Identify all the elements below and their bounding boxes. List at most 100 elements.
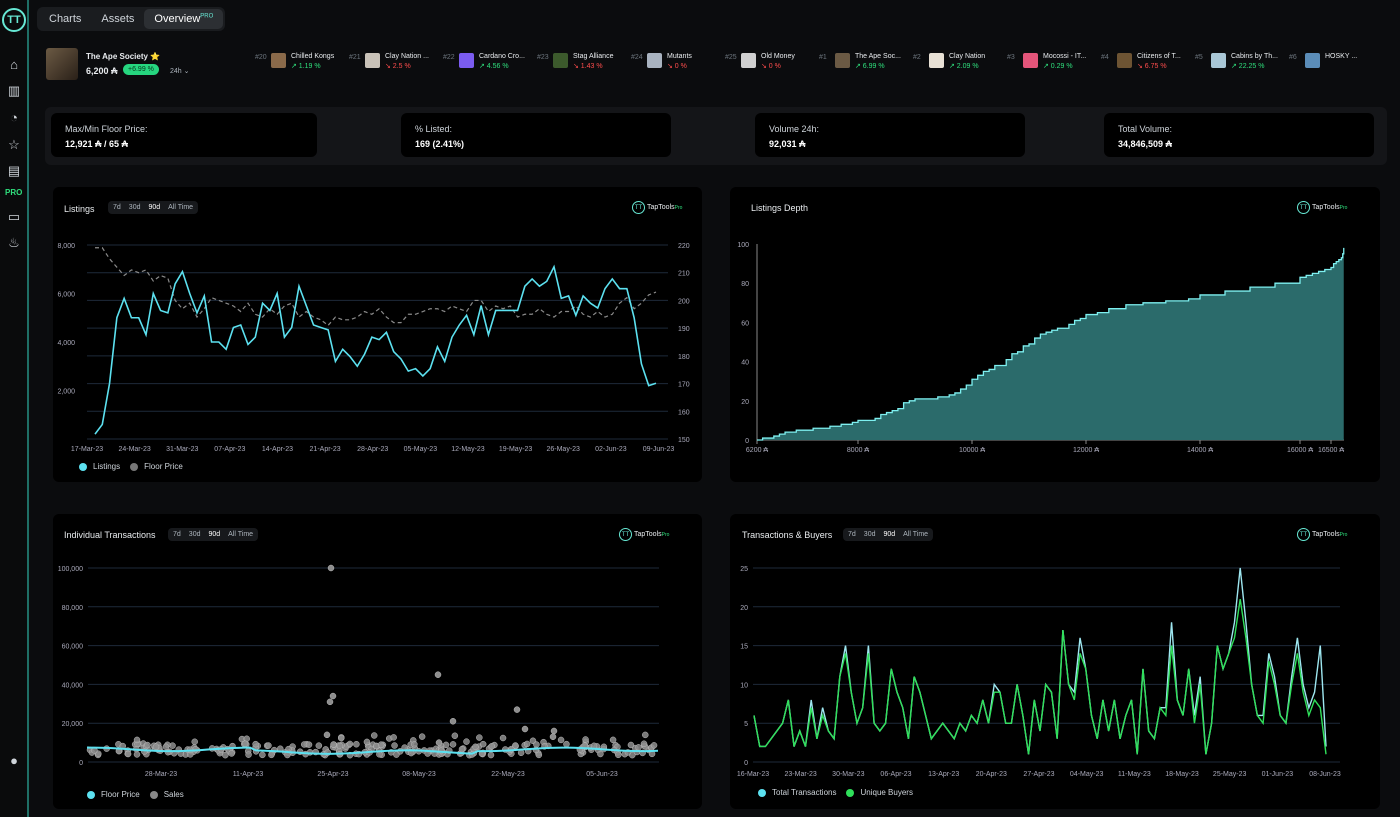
stat-label: % Listed: <box>415 124 453 134</box>
ticker-item[interactable]: #5 Cabins by Th... ↗ 22.25 % <box>1195 52 1289 74</box>
ticker-change: ↗ 1.19 % <box>291 63 321 70</box>
y-tick-label: 2,000 <box>57 389 75 396</box>
sale-point <box>245 751 252 758</box>
sale-point <box>550 727 558 735</box>
tab-overview[interactable]: OverviewPRO <box>144 9 224 29</box>
range-90d[interactable]: 90d <box>883 531 896 538</box>
sale-point <box>435 739 443 746</box>
sale-point <box>326 698 334 706</box>
sale-point <box>650 742 658 749</box>
ticker-item[interactable]: #20 Chilled Kongs ↗ 1.19 % <box>255 52 349 74</box>
y-tick-label: 4,000 <box>57 340 75 347</box>
range-all-time[interactable]: All Time <box>168 204 194 211</box>
sale-point <box>479 740 487 748</box>
range-30d[interactable]: 30d <box>863 531 876 538</box>
x-tick-label: 01-Jun-23 <box>1262 771 1294 778</box>
wallet-icon[interactable]: ▭ <box>7 209 21 224</box>
range-90d[interactable]: 90d <box>148 204 161 211</box>
collection-change-badge: +6.99 % <box>123 64 159 75</box>
legend-dot-buyers <box>846 788 855 797</box>
x-tick-label: 25-May-23 <box>1213 771 1247 778</box>
range-7d[interactable]: 7d <box>173 531 181 538</box>
legend-dot-floor <box>130 462 139 471</box>
x-tick-label: 16500 ₳ <box>1318 447 1344 454</box>
panel-title: Individual Transactions <box>64 530 156 540</box>
y-tick-label: 20 <box>740 605 748 612</box>
tab-assets[interactable]: Assets <box>101 13 135 25</box>
star-icon[interactable]: ☆ <box>8 137 20 152</box>
chart-icon[interactable]: ▥ <box>7 83 21 98</box>
ticker-item[interactable]: #24 Mutants ↘ 0 % <box>631 52 725 74</box>
sale-point <box>411 741 418 748</box>
brand-name: TapTools <box>1312 204 1340 211</box>
brand-name: TapTools <box>634 531 662 538</box>
taptools-brand: TT TapTools Pro <box>1297 201 1347 214</box>
period-selector[interactable]: 24h ⌄ <box>170 68 190 75</box>
ticker-name: HOSKY ... <box>1325 53 1358 60</box>
sale-point <box>133 736 141 744</box>
ticker-rank: #1 <box>819 54 827 61</box>
floor-price-line <box>95 247 657 327</box>
ticker-rank: #4 <box>1101 54 1109 61</box>
ticker-thumbnail <box>1023 53 1038 68</box>
range-7d[interactable]: 7d <box>113 204 121 211</box>
tab-charts[interactable]: Charts <box>49 13 82 25</box>
ticker-change: ↘ 0 % <box>761 63 781 70</box>
ticker-item[interactable]: #2 Clay Nation ↗ 2.09 % <box>913 52 1007 74</box>
x-tick-label: 31-Mar-23 <box>166 446 198 453</box>
range-all-time[interactable]: All Time <box>228 531 254 538</box>
transactions-buyers-panel: Transactions & Buyers 7d 30d 90d All Tim… <box>730 514 1380 809</box>
taptools-logo-icon[interactable]: TT <box>2 8 26 32</box>
stat-listed: % Listed: 169 (2.41%) <box>401 113 671 157</box>
sale-point <box>642 731 649 739</box>
ticker-item[interactable]: #22 Cardano Cro... ↗ 4.56 % <box>443 52 537 74</box>
news-icon[interactable]: ▤ <box>7 163 21 178</box>
sale-point <box>523 740 531 748</box>
range-7d[interactable]: 7d <box>848 531 856 538</box>
range-90d[interactable]: 90d <box>208 531 221 538</box>
sale-point <box>353 740 360 748</box>
y2-tick-label: 160 <box>678 409 690 416</box>
stat-total-volume: Total Volume: 34,846,509 ₳ <box>1104 113 1374 157</box>
x-tick-label: 12000 ₳ <box>1073 447 1099 454</box>
ticker-thumbnail <box>1117 53 1132 68</box>
ticker-change: ↘ 0 % <box>667 63 687 70</box>
taptools-icon: TT <box>1297 201 1310 214</box>
ticker-item[interactable]: #25 Old Money ↘ 0 % <box>725 52 819 74</box>
x-tick-label: 17-Mar-23 <box>71 446 103 453</box>
depth-area <box>757 247 1344 440</box>
tab-overview-label: Overview <box>154 13 201 25</box>
sale-point <box>370 732 378 739</box>
ticker-item[interactable]: #1 The Ape Soc... ↗ 6.99 % <box>819 52 913 74</box>
fire-icon[interactable]: ♨ <box>8 235 20 250</box>
ticker-item[interactable]: #4 Citizens of T... ↘ 6.75 % <box>1101 52 1195 74</box>
ticker-item[interactable]: #21 Clay Nation ... ↘ 2.5 % <box>349 52 443 74</box>
y-tick-label: 80 <box>741 281 749 288</box>
ticker-thumbnail <box>741 53 756 68</box>
ticker-item[interactable]: #3 Mocossi - IT... ↗ 0.29 % <box>1007 52 1101 74</box>
stat-label: Total Volume: <box>1118 124 1173 134</box>
ticker-thumbnail <box>929 53 944 68</box>
sale-point <box>377 741 385 748</box>
ticker-item[interactable]: #6 HOSKY ... <box>1289 52 1383 74</box>
range-30d[interactable]: 30d <box>128 204 141 211</box>
range-30d[interactable]: 30d <box>188 531 201 538</box>
range-all-time[interactable]: All Time <box>903 531 929 538</box>
sale-point <box>513 706 521 713</box>
top-nav: Charts Assets OverviewPRO <box>37 7 226 31</box>
x-tick-label: 11-Apr-23 <box>233 771 264 778</box>
collection-price: 6,200 ₳ <box>86 66 118 76</box>
user-icon[interactable]: ● <box>10 753 18 768</box>
x-tick-label: 09-Jun-23 <box>643 446 675 453</box>
ticker-item[interactable]: #23 Stag Alliance ↘ 1.43 % <box>537 52 631 74</box>
taptools-brand: TT TapTools Pro <box>632 201 682 214</box>
sale-point <box>252 740 259 748</box>
taptools-brand: TT TapTools Pro <box>619 528 669 541</box>
ticker-rank: #3 <box>1007 54 1015 61</box>
home-icon[interactable]: ⌂ <box>10 57 18 72</box>
x-tick-label: 24-Mar-23 <box>118 446 150 453</box>
sale-point <box>463 738 470 745</box>
x-tick-label: 27-Apr-23 <box>1023 771 1054 778</box>
ticker-change: ↗ 2.09 % <box>949 63 979 70</box>
pie-chart-icon[interactable]: ◔ <box>10 110 18 125</box>
